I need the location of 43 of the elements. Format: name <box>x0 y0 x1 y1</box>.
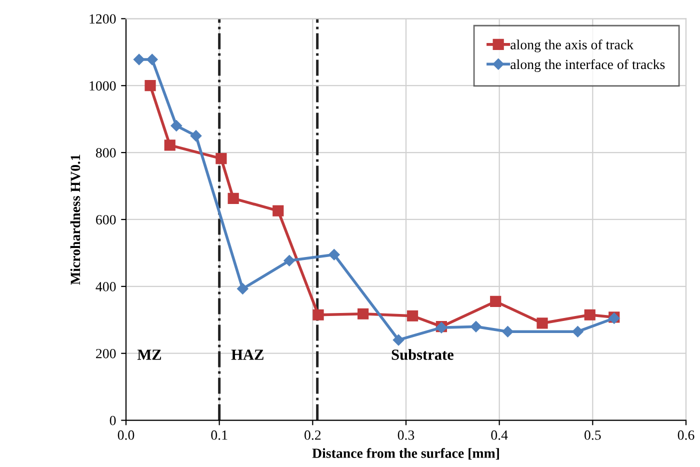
point <box>284 255 295 266</box>
y-tick-label: 800 <box>96 148 116 158</box>
point <box>572 326 584 338</box>
point <box>584 309 596 320</box>
annotation: MZ <box>137 350 162 360</box>
annotation: HAZ <box>231 350 264 360</box>
point <box>392 334 404 346</box>
x-tick-label: 0.4 <box>491 430 508 440</box>
y-tick-label: 1000 <box>90 81 116 91</box>
x-tick-label: 0.2 <box>304 430 321 440</box>
x-tick-label: 0.0 <box>118 430 134 440</box>
y-tick-label: 400 <box>96 282 116 292</box>
x-tick-label: 0.6 <box>678 430 694 440</box>
point <box>490 296 502 308</box>
point <box>272 205 284 216</box>
point <box>144 80 156 92</box>
point <box>133 54 145 66</box>
point <box>406 310 418 322</box>
point <box>146 54 158 66</box>
point <box>164 140 176 151</box>
x-tick-label: 0.5 <box>584 430 601 440</box>
point <box>536 318 548 329</box>
point <box>170 120 182 132</box>
point <box>228 192 239 204</box>
y-tick-label: 200 <box>96 348 116 358</box>
point <box>237 283 248 294</box>
x-axis-title: Distance from the surface [mm] <box>312 448 499 460</box>
legend-label: along the axis of track <box>510 40 634 52</box>
point <box>216 153 227 164</box>
point <box>502 326 514 338</box>
x-tick-label: 0.3 <box>398 430 414 440</box>
x-tick-label: 0.1 <box>211 430 228 440</box>
y-tick-label: 1200 <box>90 14 116 24</box>
point <box>358 308 369 320</box>
legend-label: along the interface of tracks <box>510 59 665 72</box>
y-axis-title: Microhardness HV0.1 <box>70 154 80 285</box>
y-tick-label: 600 <box>96 215 116 224</box>
point <box>328 249 340 260</box>
point <box>190 130 202 142</box>
point <box>470 320 482 332</box>
point <box>312 309 324 320</box>
annotation: Substrate <box>392 349 454 360</box>
y-tick-label: 0 <box>110 416 116 426</box>
